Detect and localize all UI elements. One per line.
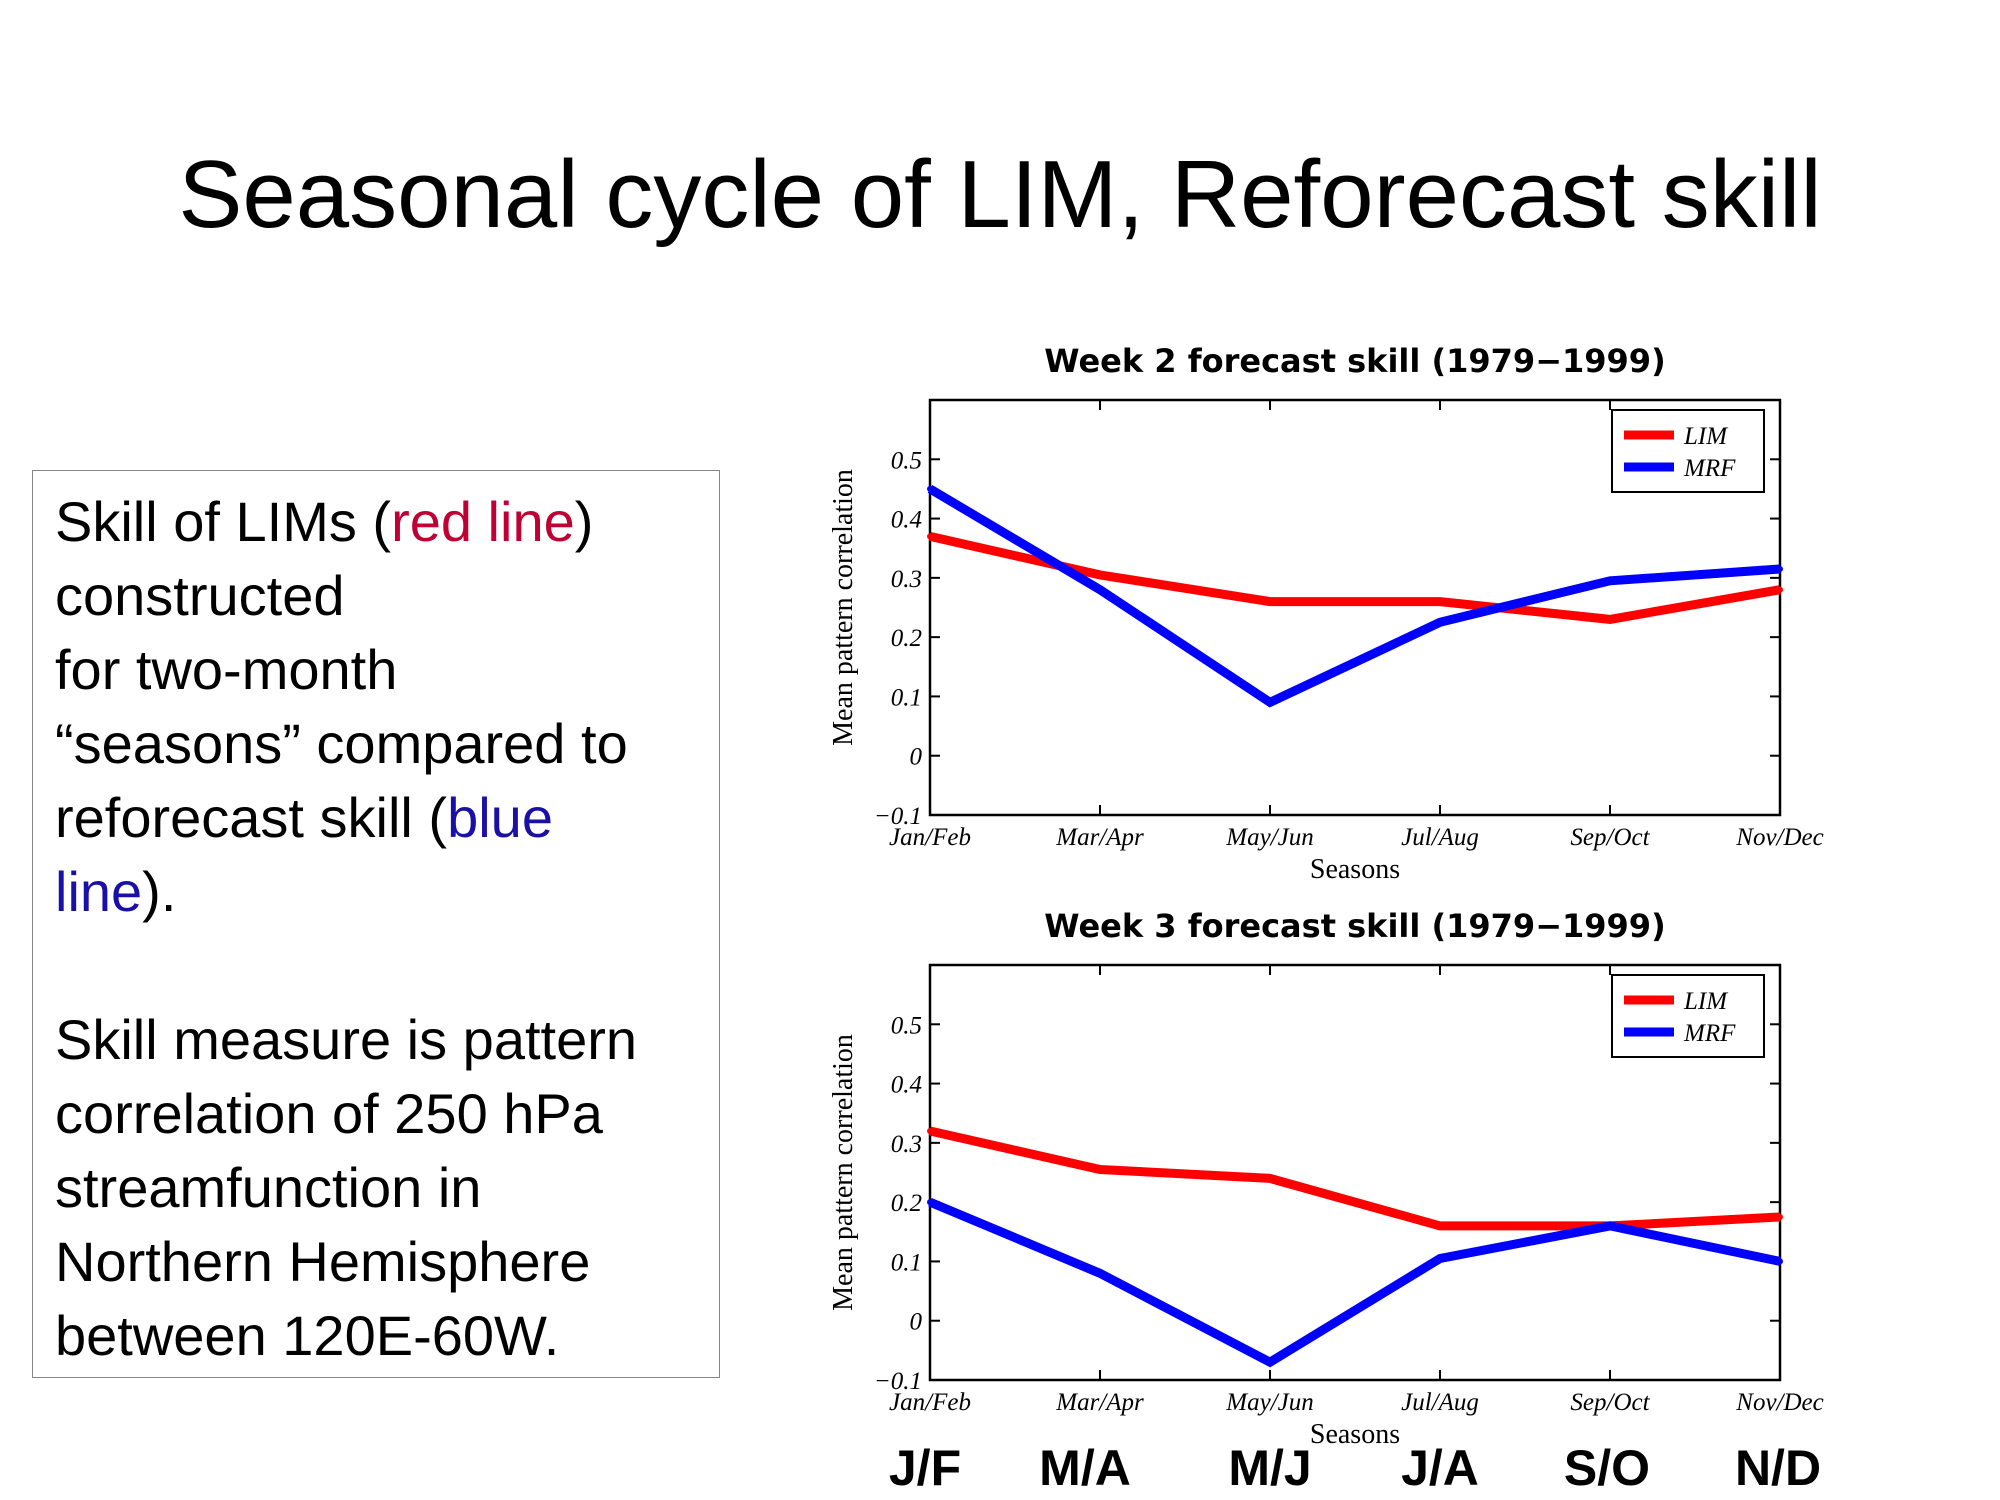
legend-label-mrf: MRF: [1683, 1020, 1736, 1047]
description-line: Skill measure is pattern: [55, 1008, 638, 1071]
series-line-mrf: [928, 1197, 1781, 1368]
season-abbreviation-row: J/F M/A M/J J/A S/O N/D: [0, 1440, 2000, 1500]
y-tick-label: 0.4: [891, 1072, 922, 1099]
x-tick-label: Sep/Oct: [1570, 824, 1650, 851]
legend-box: [1611, 974, 1765, 1058]
y-tick-label: −0.1: [874, 803, 922, 830]
x-tick-label: May/Jun: [1225, 1389, 1313, 1416]
data-point-lim: [927, 533, 933, 540]
text-run: reforecast skill (: [55, 786, 448, 849]
y-tick-label: 0.2: [891, 625, 922, 652]
y-tick-label: 0.1: [891, 1249, 922, 1276]
description-line: between 120E-60W.: [55, 1304, 560, 1367]
season-abbr-nd: N/D: [1734, 1440, 1822, 1496]
x-tick-label: Jul/Aug: [1401, 1389, 1479, 1416]
data-point-mrf: [1437, 619, 1443, 626]
data-point-lim: [1437, 598, 1443, 605]
description-line: line).: [55, 855, 697, 929]
slide-title: Seasonal cycle of LIM, Reforecast skill: [178, 141, 1822, 248]
legend-label-mrf: MRF: [1683, 455, 1736, 482]
text-run: Skill of LIMs (: [55, 490, 392, 553]
data-point-mrf: [1777, 1258, 1783, 1265]
data-point-mrf: [927, 1199, 933, 1206]
y-tick-label: 0.5: [891, 447, 922, 474]
x-tick-label: Mar/Apr: [1055, 824, 1144, 851]
x-tick-label: Nov/Dec: [1735, 824, 1823, 851]
data-point-lim: [1607, 616, 1613, 623]
y-axis-label: Mean pattern correlation: [828, 469, 859, 746]
data-point-lim: [927, 1128, 933, 1134]
data-point-lim: [1437, 1222, 1443, 1229]
season-abbr-ma: M/A: [1039, 1440, 1131, 1496]
description-line: reforecast skill (blue: [55, 781, 697, 855]
x-axis-label: Seasons: [1310, 1419, 1400, 1450]
season-abbr-so: S/O: [1563, 1440, 1651, 1496]
series-line-lim: [929, 1126, 1781, 1231]
blue-line-phrase: blue: [447, 786, 553, 849]
data-point-mrf: [1097, 586, 1103, 593]
x-axis-label: Seasons: [1310, 854, 1400, 885]
legend-label-lim: LIM: [1683, 423, 1728, 450]
week3-skill-chart: Week 3 forecast skill (1979−1999) −0.1 0 0.…: [828, 907, 1824, 1450]
x-tick-label: Jan/Feb: [889, 1389, 971, 1416]
text-run: ): [574, 490, 594, 553]
data-point-lim: [1777, 586, 1783, 593]
y-tick-label: 0: [910, 744, 923, 771]
week2-skill-chart: Week 2 forecast skill (1979−1999) −0.1 0 0.…: [828, 342, 1824, 885]
data-point-lim: [1267, 1175, 1273, 1182]
series-line-mrf: [927, 485, 1781, 708]
y-tick-label: 0.5: [891, 1012, 922, 1039]
y-axis-label: Mean pattern correlation: [828, 1034, 859, 1311]
data-point-mrf: [927, 485, 933, 492]
y-tick-label: 0.3: [891, 566, 922, 593]
y-tick-label: 0.3: [891, 1131, 922, 1158]
data-point-lim: [1777, 1213, 1783, 1220]
red-line-phrase: red line: [391, 490, 575, 553]
x-tick-label: May/Jun: [1225, 824, 1313, 851]
legend-label-lim: LIM: [1683, 988, 1728, 1015]
data-point-mrf: [1097, 1270, 1103, 1277]
legend-box: [1611, 409, 1765, 493]
description-line: “seasons” compared to: [55, 712, 628, 775]
description-textbox: Skill of LIMs (red line) constructed for…: [32, 470, 720, 1378]
data-point-mrf: [1607, 577, 1613, 584]
y-tick-label: −0.1: [874, 1368, 922, 1395]
chart-title: Week 2 forecast skill (1979−1999): [1044, 342, 1665, 380]
data-point-mrf: [1267, 699, 1273, 706]
description-line: Skill of LIMs (red line): [55, 485, 697, 559]
description-line: streamfunction in: [55, 1156, 482, 1219]
y-tick-label: 0.1: [891, 684, 922, 711]
data-point-lim: [1267, 598, 1273, 605]
y-tick-label: 0.2: [891, 1190, 922, 1217]
text-run: ).: [142, 860, 177, 923]
data-point-lim: [1097, 571, 1103, 578]
y-tick-label: 0: [910, 1309, 923, 1336]
x-tick-label: Jul/Aug: [1401, 824, 1479, 851]
description-line: correlation of 250 hPa: [55, 1082, 603, 1145]
data-point-mrf: [1437, 1255, 1443, 1262]
y-tick-label: 0.4: [891, 507, 922, 534]
data-point-mrf: [1267, 1359, 1273, 1366]
x-tick-label: Sep/Oct: [1570, 1389, 1650, 1416]
paragraph-gap: [55, 929, 697, 1003]
x-tick-label: Nov/Dec: [1735, 1389, 1823, 1416]
description-line: constructed: [55, 564, 345, 627]
data-point-lim: [1097, 1166, 1103, 1173]
chart-title: Week 3 forecast skill (1979−1999): [1044, 907, 1665, 945]
data-point-mrf: [1777, 565, 1783, 572]
season-abbr-ja: J/A: [1401, 1440, 1479, 1496]
season-abbr-mj: M/J: [1228, 1440, 1312, 1496]
x-tick-label: Jan/Feb: [889, 824, 971, 851]
x-tick-label: Mar/Apr: [1055, 1389, 1144, 1416]
blue-line-phrase: line: [55, 860, 143, 923]
season-abbr-jf: J/F: [888, 1440, 962, 1496]
description-line: Northern Hemisphere: [55, 1230, 591, 1293]
description-line: for two-month: [55, 638, 398, 701]
data-point-mrf: [1607, 1222, 1613, 1229]
